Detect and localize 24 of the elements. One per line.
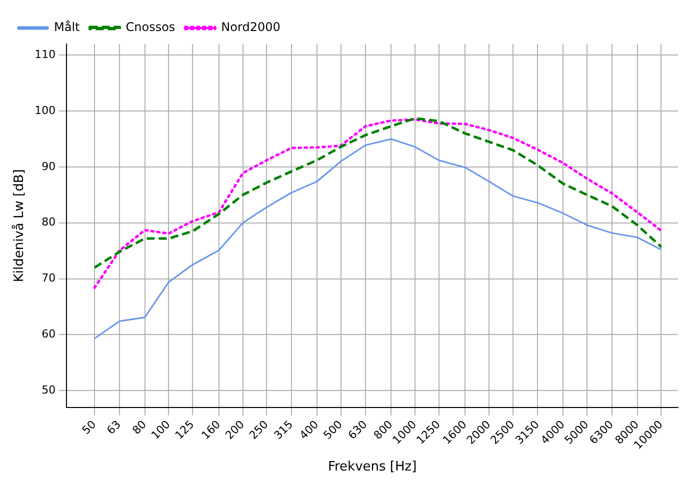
y-tick-label: 80: [42, 216, 56, 229]
y-tick-label: 50: [42, 383, 56, 396]
y-tick-label: 100: [34, 104, 56, 117]
x-axis-title: Frekvens [Hz]: [328, 460, 417, 475]
legend-label: Nord2000: [221, 20, 280, 34]
legend-label: Cnossos: [126, 20, 176, 34]
legend-label: Målt: [54, 20, 80, 34]
x-tick-label: 250: [246, 418, 271, 442]
y-tick-label: 110: [34, 48, 56, 62]
y-tick-label: 90: [42, 160, 56, 173]
x-tick-label: 160: [199, 418, 224, 442]
x-tick-label: 200: [222, 418, 247, 442]
y-tick-label: 60: [42, 328, 56, 341]
x-tick-label: 125: [172, 418, 197, 442]
x-tick-label: 630: [346, 418, 370, 442]
x-tick-label: 400: [297, 418, 322, 442]
x-tick-label: 100: [148, 418, 173, 442]
x-tick-label: 315: [272, 418, 296, 442]
x-tick-label: 500: [320, 418, 345, 442]
y-tick-label: 70: [42, 272, 56, 285]
x-tick-label: 80: [130, 418, 149, 438]
x-tick-label: 50: [80, 418, 99, 438]
y-axis-title: Kildenivå Lw [dB]: [11, 169, 28, 282]
x-tick-label: 63: [104, 418, 124, 438]
